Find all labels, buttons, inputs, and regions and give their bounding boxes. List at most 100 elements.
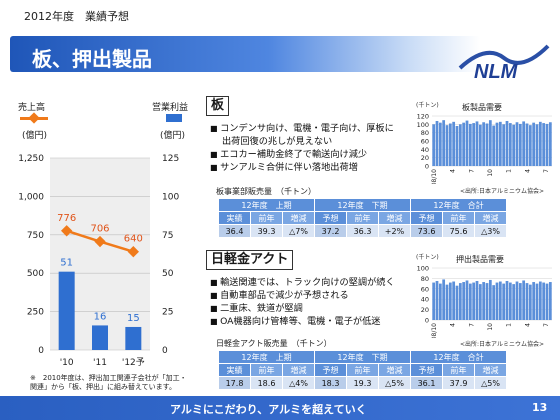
mini-y-tick: 40 [421, 146, 429, 154]
act-table-cell: 18.6 [250, 376, 283, 390]
section-heading-ita: 板 [206, 96, 230, 116]
mini-bar [508, 282, 512, 320]
bullet-list-ita: コンデンサ向け、電機・電子向け、厚板に出荷回復の兆しが見えないエコカー補助金終了… [210, 122, 394, 174]
ita-table-subheader: 前年 [346, 211, 379, 225]
mini-bar [548, 122, 552, 166]
ita-table-subheader: 増減 [378, 211, 411, 225]
page-number: 13 [532, 401, 548, 414]
footer-bar: アルミにこだわり、アルミを超えていく 13 [0, 396, 560, 420]
mini-bar [535, 283, 539, 320]
mini-bar [452, 281, 456, 320]
right-tick-label: 75 [162, 231, 173, 241]
mini-bar [542, 282, 546, 320]
act-sales-table: 12年度 上期 12年度 下期 12年度 合計 実績 前年 増減 予想 前年 増減 予想 前年 増減 1… [218, 350, 507, 390]
act-table-subheader: 前年 [442, 363, 475, 377]
mini-bar [542, 123, 546, 166]
mini-bar [465, 280, 469, 320]
mini-bar [502, 124, 506, 166]
title-bar: 板、押出製品 [10, 36, 480, 72]
ita-table-cell: 39.3 [250, 224, 283, 238]
mini-bar [488, 279, 492, 320]
act-bullet: 二重床、鉄道が堅調 [210, 302, 395, 315]
mini-bar [462, 282, 466, 320]
act-bullet: 自動車部品で減少が予想される [210, 289, 395, 302]
ita-table-cell: 37.2 [314, 224, 347, 238]
mini-x-tick: 7 [543, 169, 550, 173]
ita-table-subheader: 増減 [282, 211, 315, 225]
mini-bar [545, 123, 549, 166]
act-table-cell: 37.9 [442, 376, 475, 390]
act-table-cell: 18.3 [314, 376, 347, 390]
act-table-group-header: 12年度 上期 [218, 350, 315, 364]
mini-x-tick: 08/10 [431, 169, 438, 184]
ita-table-group-header: 12年度 合計 [410, 198, 507, 212]
ita-table-subheader: 予想 [410, 211, 443, 225]
mini-bar [492, 125, 496, 166]
left-tick-label: 1,000 [18, 192, 44, 202]
mini-bar [455, 285, 459, 320]
mini-bar [458, 283, 462, 320]
mini-bar [438, 283, 442, 320]
mini-bar [445, 125, 449, 166]
mini-bar [515, 281, 519, 320]
mini-y-tick: 100 [417, 265, 429, 273]
mini-bar [478, 284, 482, 320]
act-table-group-header: 12年度 合計 [410, 350, 507, 364]
ita-table-cell: 75.6 [442, 224, 475, 238]
ita-table-subheader: 前年 [250, 211, 283, 225]
mini-bar [472, 282, 476, 320]
logo-text: NLM [474, 61, 519, 83]
ita-table-title: 板事業部販売量 （千トン） [216, 187, 316, 196]
ita-demand-source: <出所:日本アルミニウム協会> [460, 188, 545, 195]
act-table-cell: 36.1 [410, 376, 443, 390]
mini-bar [442, 279, 446, 320]
ita-table-subheader: 実績 [218, 211, 251, 225]
act-table-title: 日軽金アクト販売量 （千トン） [216, 339, 332, 348]
mini-bar [522, 280, 526, 320]
mini-x-tick: 1 [506, 169, 513, 173]
page-title: 板、押出製品 [32, 47, 152, 71]
ext-demand-title: 押出製品需要 [456, 255, 504, 264]
ita-sales-table: 12年度 上期 12年度 下期 12年度 合計 実績 前年 増減 予想 前年 増減 予想 前年 増減 3… [218, 198, 507, 238]
ita-table-cell: 36.4 [218, 224, 251, 238]
mini-bar [468, 123, 472, 166]
left-tick-label: 0 [38, 346, 44, 356]
act-bullet: OA機器向け管棒等、電機・電子が低迷 [210, 315, 395, 328]
act-table-group-header: 12年度 下期 [314, 350, 411, 364]
mini-bar [515, 122, 519, 166]
mini-bar [505, 121, 509, 166]
profit-bar-label: 51 [60, 258, 73, 269]
act-table-cell: △5% [474, 376, 507, 390]
mini-bar [472, 123, 476, 166]
mini-y-tick: 0 [425, 163, 429, 171]
profit-legend-marker [166, 114, 182, 122]
mini-bar [518, 283, 522, 320]
act-table-subheader: 予想 [410, 363, 443, 377]
mini-x-tick: 1 [506, 323, 513, 327]
act-table-subheader: 増減 [474, 363, 507, 377]
mini-y-tick: 100 [417, 121, 429, 129]
mini-bar [498, 281, 502, 320]
act-table-subheader: 実績 [218, 363, 251, 377]
mini-bar [528, 284, 532, 320]
mini-bar [518, 123, 522, 166]
right-tick-label: 0 [162, 346, 168, 356]
ita-table-cell: +2% [378, 224, 411, 238]
mini-x-tick: 7 [468, 323, 475, 327]
mini-bar [532, 282, 536, 320]
mini-x-tick: 4 [524, 169, 531, 173]
mini-bar [435, 121, 439, 166]
mini-bar [458, 124, 462, 166]
mini-x-tick: 4 [450, 169, 457, 173]
act-bullet: 輸送関連では、トラック向けの堅調が続く [210, 276, 395, 289]
ext-demand-unit: (千トン) [416, 254, 439, 261]
mini-bar [432, 124, 436, 166]
section-heading-act: 日軽金アクト [206, 250, 294, 270]
mini-bar [448, 123, 452, 166]
right-tick-label: 100 [162, 192, 179, 202]
mini-bar [498, 121, 502, 166]
sales-point-label: 776 [57, 213, 76, 224]
mini-bar [432, 282, 436, 320]
ita-table-cell: 36.3 [346, 224, 379, 238]
